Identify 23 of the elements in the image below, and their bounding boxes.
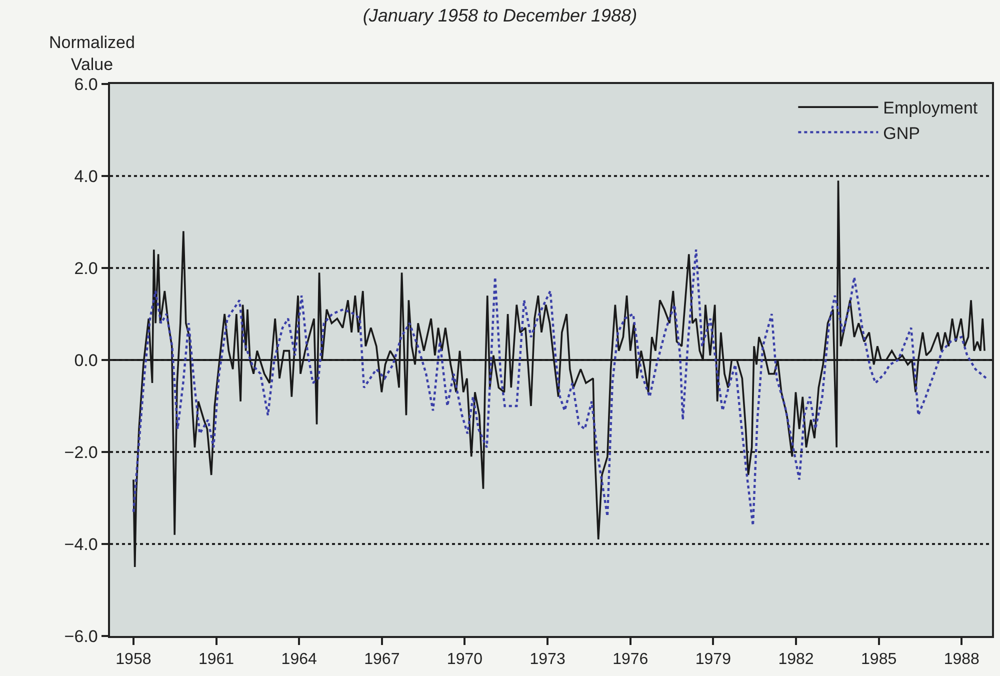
- x-tick-label: 1970: [446, 650, 483, 668]
- chart-title: (January 1958 to December 1988): [362, 6, 638, 26]
- y-tick-label: −4.0: [64, 534, 98, 554]
- y-axis-title: Normalized Value: [49, 33, 135, 74]
- x-tick-label: 1958: [116, 650, 152, 668]
- x-tick-label: 1988: [944, 650, 980, 668]
- legend-label: Employment: [883, 98, 978, 118]
- y-tick-label: 2.0: [74, 258, 98, 278]
- x-tick-label: 1961: [198, 650, 234, 668]
- x-tick-label: 1973: [530, 650, 566, 668]
- y-tick-label: −6.0: [64, 626, 98, 646]
- x-tick-label: 1979: [695, 650, 732, 668]
- y-tick-label: −2.0: [64, 442, 98, 462]
- x-tick-label: 1982: [778, 650, 814, 668]
- y-tick-label: 6.0: [74, 74, 98, 94]
- x-tick-label: 1985: [861, 650, 897, 668]
- line-series: [132, 248, 988, 527]
- y-tick-label: 0.0: [74, 350, 98, 370]
- legend-label: GNP: [883, 124, 920, 143]
- x-tick-label: 1967: [364, 650, 400, 668]
- x-tick-label: 1964: [281, 650, 317, 668]
- x-tick-label: 1976: [612, 650, 648, 668]
- y-tick-label: 4.0: [74, 166, 98, 186]
